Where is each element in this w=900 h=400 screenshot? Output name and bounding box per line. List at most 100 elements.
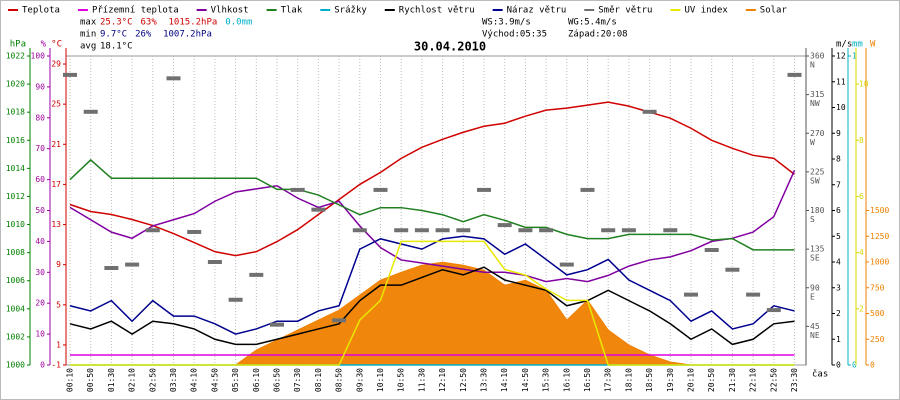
stat-value: 18.1°C (100, 42, 133, 52)
x-tick-label: 18:50 (645, 368, 654, 392)
series-line (69, 170, 796, 283)
y-tick-label: 9 (56, 260, 61, 269)
y-tick-label: 360 (810, 52, 825, 61)
stat-value: 9.7°C (100, 30, 127, 40)
direction-mark (684, 292, 698, 297)
y-tick-label: 21 (51, 140, 61, 149)
y-tick-label: 13 (51, 220, 61, 229)
y-tick-name: S (810, 215, 815, 224)
y-tick-label: 11 (836, 77, 846, 86)
direction-mark (145, 228, 160, 233)
x-tick-label: 00:10 (66, 368, 75, 392)
y-tick-label: 135 (810, 245, 825, 254)
direction-mark (63, 72, 77, 77)
direction-mark (704, 247, 719, 252)
y-tick-label: 1002 (6, 332, 25, 341)
x-tick-label: 20:10 (687, 368, 696, 392)
direction-mark (311, 207, 326, 212)
axis-unit: mm (852, 40, 863, 50)
wind-stat: Východ:05:35 (482, 30, 547, 40)
x-tick-label: 05:30 (231, 368, 240, 392)
y-tick-label: 17 (51, 180, 61, 189)
direction-mark (332, 318, 347, 323)
x-tick-label: 02:10 (128, 368, 137, 392)
direction-mark (290, 187, 305, 192)
chart-title: 30.04.2010 (414, 40, 486, 54)
x-tick-label: 23:30 (790, 368, 799, 392)
direction-mark (104, 266, 119, 271)
y-tick-label: 4 (859, 248, 864, 257)
direction-mark (518, 228, 533, 233)
y-tick-label: 9 (836, 129, 841, 138)
y-tick-label: 10 (859, 80, 869, 89)
y-tick-label: 0 (836, 361, 841, 370)
y-tick-label: 0 (852, 361, 857, 370)
y-tick-label: 8 (836, 155, 841, 164)
y-tick-label: 1000 (870, 258, 889, 267)
direction-mark (435, 228, 450, 233)
stat-value: 25.3°C (100, 18, 133, 28)
y-tick-label: 270 (810, 129, 825, 138)
x-tick-label: 02:50 (148, 368, 157, 392)
y-tick-label: 5 (836, 232, 841, 241)
y-tick-name: N (810, 61, 815, 70)
y-tick-label: 1004 (6, 304, 25, 313)
y-tick-label: 90 (810, 283, 820, 292)
legend-label: Tlak (281, 6, 303, 16)
x-tick-label: 12:50 (459, 368, 468, 392)
direction-mark (187, 229, 202, 234)
y-tick-label: 1000 (6, 361, 25, 370)
direction-mark (456, 228, 471, 233)
direction-mark (766, 308, 781, 313)
direction-mark (621, 228, 636, 233)
y-tick-label: 20 (35, 299, 45, 308)
direction-mark (125, 262, 140, 267)
direction-mark (352, 228, 367, 233)
axis-unit: m/s (836, 40, 852, 50)
x-tick-label: 08:10 (314, 368, 323, 392)
y-tick-label: 4 (836, 258, 841, 267)
series-line (69, 266, 795, 346)
y-tick-label: 50 (35, 206, 45, 215)
y-tick-label: 1014 (6, 164, 25, 173)
stat-label: min (80, 30, 96, 40)
direction-mark (601, 228, 616, 233)
y-tick-name: SE (810, 254, 820, 263)
axis-unit: % (41, 40, 47, 50)
y-tick-label: 10 (836, 103, 846, 112)
stat-value: 63% (141, 18, 158, 28)
y-tick-label: 1016 (6, 136, 25, 145)
y-tick-label: 1008 (6, 248, 25, 257)
direction-mark (249, 272, 264, 277)
y-tick-label: 250 (870, 335, 885, 344)
axis-unit: W (870, 40, 876, 50)
direction-mark (580, 187, 595, 192)
x-tick-label: 09:30 (355, 368, 364, 392)
stat-value: 1015.2hPa (169, 18, 218, 28)
legend-label: Směr větru (598, 6, 652, 16)
x-tick-label: 06:50 (273, 368, 282, 392)
y-tick-label: 0 (870, 361, 875, 370)
direction-mark (83, 109, 98, 114)
x-tick-label: 07:30 (293, 368, 302, 392)
y-tick-label: 6 (859, 192, 864, 201)
y-tick-label: 25 (51, 100, 61, 109)
legend-label: Rychlost větru (399, 6, 475, 16)
y-tick-label: 500 (870, 309, 885, 318)
y-tick-label: 1018 (6, 108, 25, 117)
x-tick-label: 12:10 (438, 368, 447, 392)
y-tick-label: 1 (852, 52, 857, 61)
y-tick-name: NW (810, 99, 820, 108)
y-tick-label: 45 (810, 322, 820, 331)
y-tick-name: NE (810, 331, 820, 340)
y-tick-label: 2 (859, 304, 864, 313)
direction-mark (787, 72, 802, 77)
series-line (69, 101, 795, 257)
axis-unit: hPa (10, 40, 26, 50)
series-line (69, 158, 795, 251)
y-tick-label: 8 (859, 136, 864, 145)
legend-label: Přízemní teplota (92, 6, 179, 16)
direction-mark (539, 228, 554, 233)
y-tick-label: 1010 (6, 220, 25, 229)
y-tick-label: 70 (35, 144, 45, 153)
